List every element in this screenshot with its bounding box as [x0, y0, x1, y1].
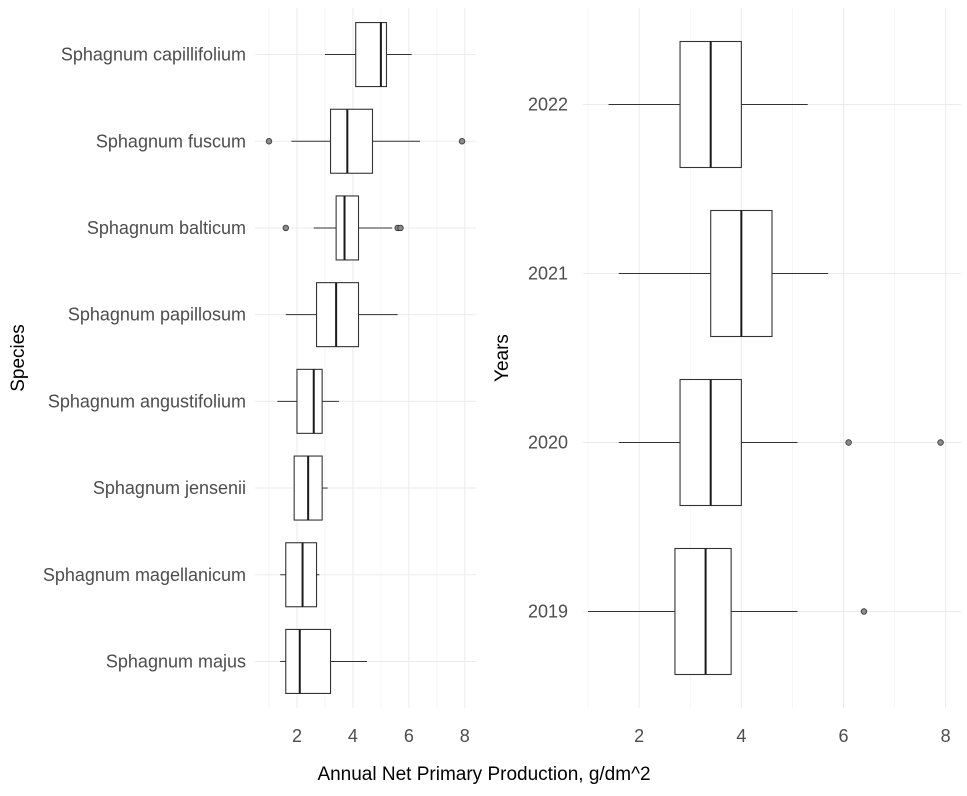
x-tick-label: 4 — [348, 726, 358, 746]
x-tick-label: 4 — [736, 726, 746, 746]
outlier-point — [265, 138, 273, 145]
y-tick-label: Sphagnum jensenii — [93, 478, 246, 498]
outlier-point — [845, 439, 852, 446]
outlier-point — [282, 224, 289, 232]
y-tick-label: Sphagnum majus — [106, 651, 246, 671]
outlier-point — [937, 439, 944, 446]
outlier-point — [860, 608, 868, 615]
y-tick-label: 2020 — [528, 433, 568, 453]
y-tick-label: 2022 — [528, 95, 568, 115]
outlier-point — [458, 138, 466, 145]
x-tick-label: 6 — [839, 726, 849, 746]
box-iqr — [285, 628, 332, 695]
x-tick-label: 8 — [941, 726, 951, 746]
y-tick-label: Sphagnum magellanicum — [43, 565, 246, 585]
y-tick-label: Sphagnum papillosum — [68, 305, 246, 325]
box-iqr — [329, 108, 374, 174]
x-tick-label: 2 — [292, 726, 302, 746]
y-tick-label: 2021 — [528, 264, 568, 284]
years-boxplot-panel: 2022 2021 2020 2019 2 4 6 8 Years — [492, 8, 961, 746]
y-tick-label: 2019 — [528, 602, 568, 622]
x-tick-label: 2 — [634, 726, 644, 746]
box-iqr — [285, 542, 318, 608]
y-tick-label: Sphagnum balticum — [87, 218, 246, 238]
x-tick-label: 6 — [404, 726, 414, 746]
box-iqr — [296, 368, 323, 434]
y-tick-label: Sphagnum capillifolium — [61, 45, 246, 65]
box-iqr — [674, 547, 732, 676]
box-iqr — [315, 282, 360, 348]
outlier-point — [397, 224, 404, 232]
y-tick-label: Sphagnum angustifolium — [48, 391, 246, 411]
y-axis-title: Species — [8, 324, 29, 392]
box-iqr — [335, 195, 360, 261]
x-tick-label: 8 — [460, 726, 470, 746]
species-boxplot-panel: Sphagnum capillifolium Sphagnum fuscum Sph… — [8, 8, 476, 746]
y-axis-title: Years — [492, 334, 513, 382]
shared-x-axis-title: Annual Net Primary Production, g/dm^2 — [317, 764, 650, 785]
y-tick-label: Sphagnum fuscum — [96, 131, 246, 151]
